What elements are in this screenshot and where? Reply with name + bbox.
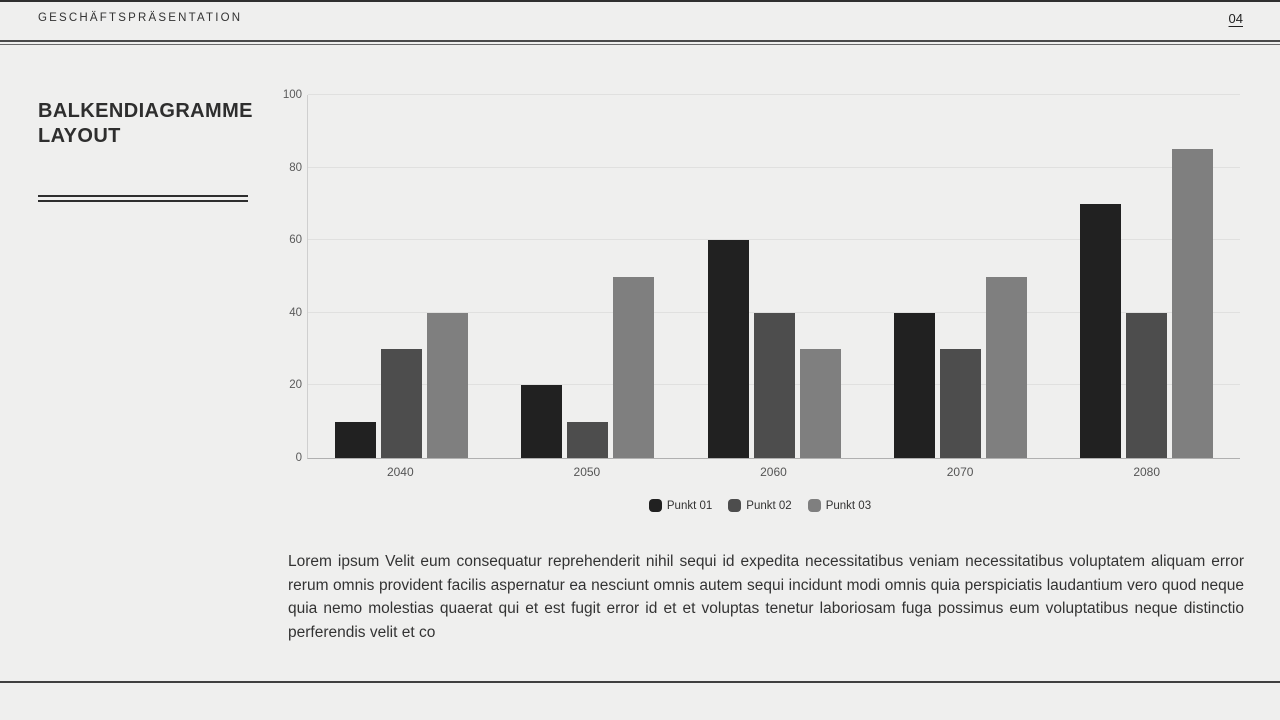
presentation-title: GESCHÄFTSPRÄSENTATION [38, 12, 243, 24]
gridline-100 [308, 94, 1240, 95]
bar-punkt-02-2050 [567, 421, 609, 458]
y-tick-label-0: 0 [295, 452, 302, 464]
gridline-60 [308, 239, 1240, 241]
legend-marker-icon [807, 499, 821, 512]
page-number: 04 [1228, 11, 1243, 26]
header-divider [0, 40, 1280, 45]
bar-group-2070 [867, 95, 1053, 458]
y-tick-label-80: 80 [289, 161, 302, 174]
bar-punkt-02-2080 [1126, 312, 1168, 458]
y-tick-label-20: 20 [289, 379, 302, 392]
plot-area: 0 20 40 60 80 100 [283, 89, 1240, 464]
bar-group-2040 [308, 95, 494, 458]
legend-marker-icon [648, 499, 662, 512]
bar-groups [308, 95, 1240, 458]
legend-label: Punkt 01 [666, 499, 713, 512]
body-paragraph: Lorem ipsum Velit eum consequatur repreh… [288, 553, 1244, 641]
bar-punkt-02-2040 [380, 349, 422, 458]
bar-group-2080 [1054, 95, 1240, 458]
slide-title-line1: BALKENDIAGRAMME [38, 100, 253, 122]
x-tick-label-2040: 2040 [386, 465, 414, 479]
y-tick-label-40: 40 [289, 306, 302, 319]
slide-title-line2: LAYOUT [38, 125, 121, 147]
bar-punkt-03-2040 [426, 312, 468, 458]
x-tick-label-2080: 2080 [1133, 465, 1161, 479]
x-tick-label-2060: 2060 [760, 465, 787, 479]
legend-marker-icon [728, 499, 742, 512]
gridline-40 [308, 311, 1240, 313]
legend-item-punkt-03: Punkt 03 [807, 499, 872, 512]
y-tick-label-60: 60 [289, 234, 302, 247]
bar-punkt-03-2050 [613, 276, 655, 458]
slide-title: BALKENDIAGRAMME LAYOUT [38, 99, 268, 149]
bar-punkt-01-2050 [521, 385, 563, 458]
bar-group-2050 [494, 95, 680, 458]
bar-punkt-03-2080 [1172, 149, 1214, 458]
top-edge-rule [0, 0, 1280, 2]
bar-punkt-03-2070 [985, 276, 1027, 458]
x-tick-label-2070: 2070 [946, 465, 974, 479]
bar-punkt-02-2060 [753, 312, 795, 458]
bar-punkt-01-2040 [334, 421, 376, 458]
legend-item-punkt-02: Punkt 02 [728, 499, 792, 512]
legend-label: Punkt 02 [746, 499, 792, 512]
chart-legend: Punkt 01 Punkt 02 Punkt 03 [280, 499, 1240, 512]
bar-chart: 0 20 40 60 80 100 2040 2050 2060 2070 2080 [280, 88, 1240, 479]
y-tick-label-100: 100 [282, 89, 302, 101]
bar-punkt-01-2060 [707, 240, 749, 458]
gridline-80 [308, 166, 1240, 168]
bottom-rule [0, 681, 1280, 683]
legend-item-punkt-01: Punkt 01 [648, 499, 713, 512]
bar-punkt-01-2070 [893, 312, 935, 458]
legend-label: Punkt 03 [825, 499, 872, 512]
x-axis-labels: 2040 2050 2060 2070 2080 [307, 465, 1240, 479]
bar-group-2060 [681, 95, 867, 458]
bar-punkt-02-2070 [939, 349, 981, 458]
bar-punkt-03-2060 [799, 349, 841, 458]
x-tick-label-2050: 2050 [573, 465, 601, 479]
bar-punkt-01-2080 [1080, 203, 1122, 458]
title-double-underline [38, 195, 248, 202]
